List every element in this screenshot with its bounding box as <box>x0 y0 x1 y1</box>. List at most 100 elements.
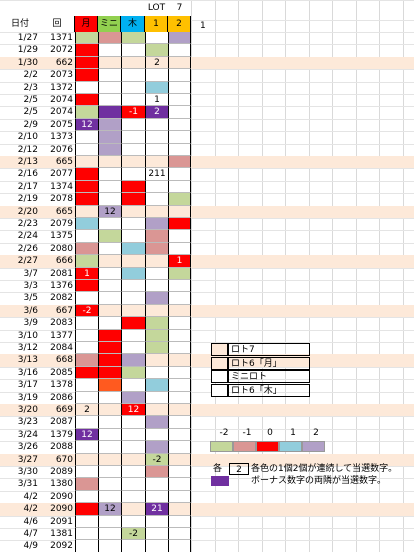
cell <box>145 205 168 218</box>
number-cell: 1373 <box>50 132 73 143</box>
cell <box>121 280 145 293</box>
cell <box>98 242 121 256</box>
cell: 2 <box>75 404 98 417</box>
grid-line <box>0 168 414 170</box>
grid-line <box>214 0 216 552</box>
cell <box>75 32 98 45</box>
cell <box>145 143 168 156</box>
date-cell: 3/13 <box>17 355 38 366</box>
grid-line <box>0 466 414 467</box>
cell <box>145 180 168 194</box>
number-cell: 1371 <box>50 33 73 43</box>
cell <box>98 118 121 132</box>
cell <box>145 280 168 293</box>
grid-line <box>0 366 414 368</box>
cell <box>75 342 98 355</box>
cell <box>75 317 98 330</box>
cell <box>121 292 145 305</box>
number-cell: 1375 <box>50 231 73 242</box>
date-cell: 2/19 <box>17 194 38 205</box>
number-cell: 668 <box>55 355 73 366</box>
cell <box>145 342 168 355</box>
cell <box>98 379 121 392</box>
date-cell: 2/2 <box>23 70 38 81</box>
cell <box>168 56 191 70</box>
cell <box>145 366 168 380</box>
date-cell: 3/17 <box>17 380 38 391</box>
cell <box>98 478 121 491</box>
date-cell: 2/16 <box>17 169 38 180</box>
date-cell: 2/13 <box>17 157 38 167</box>
cell <box>75 453 98 466</box>
number-cell: 2090 <box>50 504 73 515</box>
cell <box>168 478 191 491</box>
cell <box>168 329 191 342</box>
cell <box>75 230 98 243</box>
number-cell: 2078 <box>50 194 73 205</box>
cell <box>75 292 98 305</box>
cell <box>121 329 145 342</box>
cell <box>75 156 98 169</box>
cell <box>121 218 145 231</box>
cell <box>168 379 191 392</box>
number-cell: 1379 <box>50 429 73 440</box>
date-cell: 3/24 <box>17 429 38 440</box>
note-swatch <box>211 476 229 486</box>
cell <box>121 69 145 82</box>
cell <box>75 255 98 268</box>
number-cell: 2080 <box>50 243 73 254</box>
cell <box>168 180 191 194</box>
note-prefix: 各 <box>213 464 223 474</box>
cell: 2 <box>145 106 168 119</box>
cell: 12 <box>121 404 145 417</box>
scale-swatch <box>233 441 256 452</box>
grid-line <box>0 106 414 108</box>
cell <box>168 118 191 132</box>
cell <box>145 242 168 256</box>
cell <box>145 391 168 404</box>
number-cell: 2081 <box>50 268 73 279</box>
number-cell: 2090 <box>50 491 73 502</box>
number-cell: 1378 <box>50 380 73 391</box>
cell: 12 <box>75 428 98 442</box>
cell <box>121 391 145 404</box>
cell: 2 <box>145 56 168 70</box>
cell <box>98 528 121 541</box>
cell <box>168 193 191 206</box>
date-cell: 3/6 <box>23 305 38 316</box>
cell <box>145 404 168 417</box>
cell <box>121 416 145 429</box>
number-cell: 1372 <box>50 82 73 93</box>
cell <box>98 56 121 70</box>
cell <box>121 230 145 243</box>
number-cell: 1380 <box>50 479 73 490</box>
number-cell: 2077 <box>50 169 73 180</box>
cell <box>121 32 145 45</box>
cell <box>168 292 191 305</box>
cell <box>121 255 145 268</box>
cell <box>121 156 145 169</box>
cell <box>75 106 98 119</box>
cell <box>98 255 121 268</box>
cell <box>121 143 145 156</box>
cell <box>121 205 145 218</box>
grid-line <box>0 19 414 21</box>
cell <box>75 528 98 541</box>
cell <box>145 292 168 305</box>
cell <box>145 81 168 94</box>
number-cell: 662 <box>55 57 73 68</box>
cell <box>75 81 98 94</box>
header-cell: 回 <box>40 16 75 32</box>
grid-line <box>0 292 414 294</box>
cell <box>121 441 145 454</box>
cell <box>75 478 98 491</box>
cell <box>168 267 191 280</box>
cell <box>98 466 121 479</box>
cell <box>75 168 98 181</box>
grid-line <box>0 230 414 232</box>
header-cell: 2 <box>168 16 191 32</box>
scale-label: -1 <box>242 428 252 438</box>
number-cell: 665 <box>55 157 73 167</box>
grid-line <box>379 0 380 552</box>
grid-line <box>0 44 414 46</box>
